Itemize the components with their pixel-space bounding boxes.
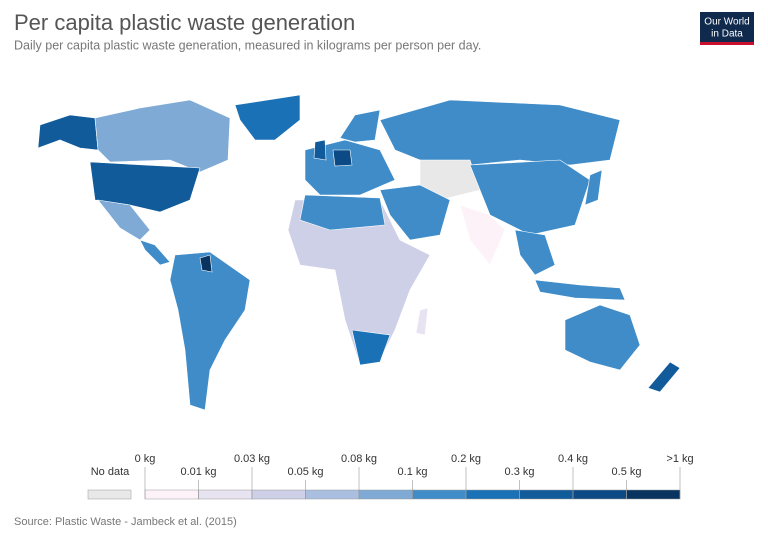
legend-label: 0.05 kg	[287, 466, 323, 478]
legend-swatch	[358, 489, 413, 500]
legend-swatch	[305, 489, 360, 500]
legend-label: 0.4 kg	[558, 453, 588, 465]
legend-swatch	[465, 489, 520, 500]
guyana	[199, 254, 213, 273]
mexico	[97, 199, 151, 241]
canada	[94, 99, 231, 173]
legend-swatch	[572, 489, 627, 500]
legend-swatch	[519, 489, 574, 500]
subtitle: Daily per capita plastic waste generatio…	[14, 38, 481, 52]
legend-swatch	[198, 489, 253, 500]
source: Source: Plastic Waste - Jambeck et al. (…	[14, 516, 237, 528]
japan	[584, 169, 603, 206]
china	[469, 159, 591, 236]
legend-label: 0 kg	[135, 453, 156, 465]
south-america	[169, 251, 251, 411]
india	[459, 204, 506, 266]
legend-label: 0.2 kg	[451, 453, 481, 465]
north-africa	[299, 194, 386, 231]
scandinavia	[339, 109, 381, 143]
indonesia	[534, 279, 626, 301]
logo	[700, 12, 754, 44]
legend-label: 0.03 kg	[234, 453, 270, 465]
world-map	[37, 94, 681, 411]
no-data-swatch	[87, 489, 132, 500]
legend-label: 0.5 kg	[612, 466, 642, 478]
southeast-asia	[514, 229, 556, 276]
new-zealand	[647, 361, 681, 393]
greenland	[234, 94, 301, 141]
middle-east	[379, 184, 451, 241]
europe	[304, 139, 396, 196]
central-america	[139, 239, 171, 266]
logo-text: Our World	[704, 17, 749, 28]
uk	[313, 139, 327, 161]
legend-swatch	[251, 489, 306, 500]
legend: No data 0 kg 0.01 kg 0.03 kg 0.05 kg 0.08 kg…	[87, 453, 694, 500]
logo-stripe	[700, 42, 754, 45]
logo-text: in Data	[711, 29, 743, 40]
alaska	[37, 114, 99, 151]
germany	[332, 149, 353, 167]
legend-swatch	[144, 489, 199, 500]
legend-label: >1 kg	[666, 453, 693, 465]
legend-label: 0.08 kg	[341, 453, 377, 465]
australia	[564, 304, 641, 371]
no-data-label: No data	[91, 466, 130, 478]
usa	[89, 161, 201, 213]
central-asia	[419, 159, 481, 201]
legend-label: 0.01 kg	[180, 466, 216, 478]
legend-label: 0.1 kg	[398, 466, 428, 478]
legend-swatch	[412, 489, 467, 500]
legend-label: 0.3 kg	[505, 466, 535, 478]
title: Per capita plastic waste generation	[14, 10, 355, 35]
south-africa	[351, 329, 391, 366]
legend-swatch	[626, 489, 681, 500]
russia	[379, 99, 621, 166]
madagascar	[415, 307, 429, 336]
